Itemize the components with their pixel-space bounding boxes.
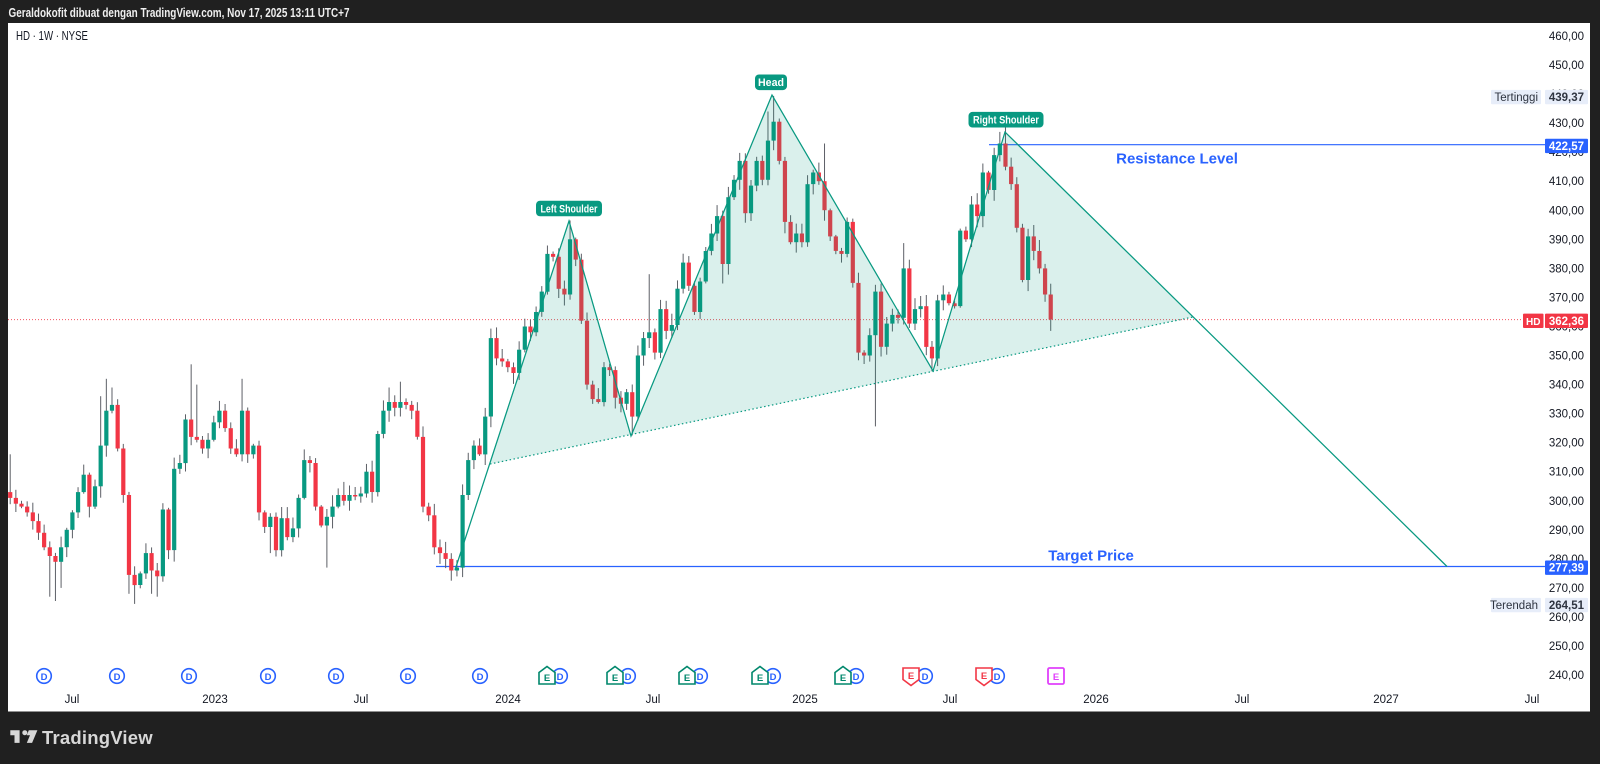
- svg-text:HD: HD: [1526, 317, 1540, 328]
- svg-text:Jul: Jul: [1235, 694, 1250, 706]
- svg-text:400,00: 400,00: [1549, 205, 1584, 217]
- svg-text:250,00: 250,00: [1549, 641, 1584, 653]
- svg-text:E: E: [981, 671, 987, 682]
- svg-text:D: D: [114, 672, 121, 683]
- svg-text:450,00: 450,00: [1549, 60, 1584, 72]
- svg-text:Left Shoulder: Left Shoulder: [541, 203, 599, 215]
- svg-text:D: D: [405, 672, 412, 683]
- svg-text:310,00: 310,00: [1549, 467, 1584, 479]
- svg-text:D: D: [994, 672, 1001, 683]
- svg-text:Jul: Jul: [1525, 694, 1540, 706]
- svg-text:D: D: [477, 672, 484, 683]
- svg-text:390,00: 390,00: [1549, 234, 1584, 246]
- svg-text:Right Shoulder: Right Shoulder: [973, 115, 1040, 127]
- svg-text:340,00: 340,00: [1549, 380, 1584, 392]
- svg-text:Terendah: Terendah: [1490, 600, 1538, 612]
- svg-text:Resistance Level: Resistance Level: [1116, 151, 1238, 168]
- svg-text:2024: 2024: [495, 694, 521, 706]
- svg-text:D: D: [697, 672, 704, 683]
- svg-text:264,51: 264,51: [1549, 600, 1585, 612]
- svg-text:277,39: 277,39: [1549, 563, 1584, 575]
- svg-text:410,00: 410,00: [1549, 176, 1584, 188]
- svg-text:D: D: [625, 672, 632, 683]
- svg-text:240,00: 240,00: [1549, 670, 1584, 682]
- svg-text:D: D: [333, 672, 340, 683]
- svg-text:362,36: 362,36: [1549, 316, 1584, 328]
- svg-text:HD · 1W · NYSE: HD · 1W · NYSE: [16, 29, 88, 43]
- svg-text:Geraldokofit dibuat dengan Tra: Geraldokofit dibuat dengan TradingView.c…: [9, 5, 350, 20]
- svg-text:E: E: [1053, 672, 1059, 683]
- svg-text:D: D: [41, 672, 48, 683]
- svg-text:2025: 2025: [792, 694, 818, 706]
- svg-text:D: D: [186, 672, 193, 683]
- svg-text:Target Price: Target Price: [1048, 548, 1134, 565]
- svg-text:Tertinggi: Tertinggi: [1495, 92, 1538, 104]
- svg-text:E: E: [840, 673, 846, 684]
- svg-text:TradingView: TradingView: [42, 727, 153, 748]
- svg-text:460,00: 460,00: [1549, 31, 1584, 43]
- svg-text:430,00: 430,00: [1549, 118, 1584, 130]
- svg-text:2027: 2027: [1373, 694, 1399, 706]
- svg-text:Head: Head: [758, 77, 784, 89]
- svg-text:270,00: 270,00: [1549, 583, 1584, 595]
- svg-text:260,00: 260,00: [1549, 612, 1584, 624]
- svg-text:Jul: Jul: [646, 694, 661, 706]
- svg-text:D: D: [770, 672, 777, 683]
- svg-text:300,00: 300,00: [1549, 496, 1584, 508]
- svg-text:350,00: 350,00: [1549, 351, 1584, 363]
- svg-text:2023: 2023: [202, 694, 228, 706]
- svg-text:E: E: [544, 673, 550, 684]
- svg-text:D: D: [265, 672, 272, 683]
- svg-text:D: D: [853, 672, 860, 683]
- svg-text:E: E: [684, 673, 690, 684]
- svg-text:330,00: 330,00: [1549, 409, 1584, 421]
- svg-text:Jul: Jul: [354, 694, 369, 706]
- svg-text:290,00: 290,00: [1549, 525, 1584, 537]
- svg-text:439,37: 439,37: [1549, 92, 1584, 104]
- svg-text:E: E: [757, 673, 763, 684]
- svg-text:D: D: [922, 672, 929, 683]
- svg-text:2026: 2026: [1083, 694, 1109, 706]
- svg-text:E: E: [908, 671, 914, 682]
- svg-text:Jul: Jul: [943, 694, 958, 706]
- svg-text:370,00: 370,00: [1549, 292, 1584, 304]
- svg-text:D: D: [557, 672, 564, 683]
- svg-text:E: E: [612, 673, 618, 684]
- svg-text:422,57: 422,57: [1549, 141, 1584, 153]
- svg-text:320,00: 320,00: [1549, 438, 1584, 450]
- svg-text:Jul: Jul: [65, 694, 80, 706]
- svg-text:380,00: 380,00: [1549, 263, 1584, 275]
